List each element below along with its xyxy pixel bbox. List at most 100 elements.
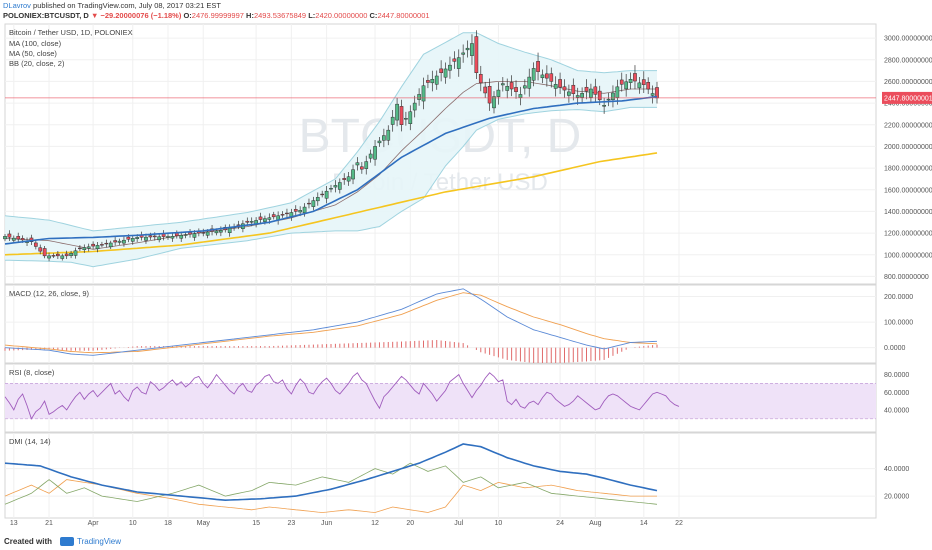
candle-body bbox=[201, 232, 206, 234]
candle-body bbox=[64, 253, 69, 257]
candle-body bbox=[545, 73, 549, 79]
candle-body bbox=[597, 90, 602, 101]
candle-body bbox=[91, 243, 95, 247]
candle bbox=[11, 235, 16, 243]
candle-body bbox=[311, 200, 316, 207]
candle bbox=[448, 56, 452, 79]
candle bbox=[492, 91, 496, 114]
candle-body bbox=[271, 214, 276, 218]
candle bbox=[404, 111, 408, 126]
candle-body bbox=[615, 86, 620, 98]
candle bbox=[470, 34, 474, 65]
candle bbox=[646, 77, 651, 95]
price-tick-label: 1000.00000000 bbox=[884, 252, 932, 259]
x-tick-label: Apr bbox=[88, 520, 100, 527]
candle-body bbox=[315, 197, 320, 202]
ma100-line bbox=[4, 152, 658, 256]
candle bbox=[395, 98, 399, 127]
candle bbox=[624, 73, 629, 97]
author-link[interactable]: DLavrov bbox=[3, 1, 31, 10]
candle bbox=[355, 157, 360, 171]
ohlc-values: O:2476.99999997 H:2493.53675849 L:2420.0… bbox=[183, 11, 430, 20]
pane-frame-3 bbox=[4, 432, 877, 519]
candle-body bbox=[16, 236, 21, 240]
candle-body bbox=[549, 73, 554, 82]
candle-body bbox=[11, 237, 16, 241]
candle bbox=[86, 243, 91, 252]
candle-body bbox=[38, 247, 43, 252]
candle-body bbox=[399, 106, 404, 125]
candle-body bbox=[245, 220, 250, 223]
candle bbox=[593, 78, 598, 103]
candle bbox=[439, 60, 443, 82]
candle-body bbox=[624, 81, 629, 90]
candle-body bbox=[368, 153, 373, 159]
candle bbox=[179, 231, 184, 242]
candle-body bbox=[337, 182, 342, 190]
candle-body bbox=[575, 95, 580, 98]
candle bbox=[293, 205, 298, 216]
candle-body bbox=[82, 247, 87, 251]
candle-body bbox=[333, 185, 338, 188]
candle-body bbox=[280, 214, 285, 216]
candle-body bbox=[117, 240, 122, 243]
candle bbox=[320, 190, 325, 198]
candle-body bbox=[152, 235, 157, 238]
candle bbox=[42, 246, 47, 259]
price-tick-label: 1600.00000000 bbox=[884, 187, 932, 194]
candle bbox=[505, 78, 510, 99]
candle-body bbox=[263, 218, 267, 222]
chart-area[interactable]: 13 21 Apr 10 18 May 15 23 Jun 12 20 Jul 10 24 Aug 14 22 8… bbox=[0, 22, 932, 533]
candle-body bbox=[298, 210, 303, 213]
candle bbox=[421, 77, 426, 110]
candle bbox=[351, 164, 355, 185]
candle bbox=[51, 253, 56, 258]
candle-body bbox=[386, 129, 391, 141]
candle-body bbox=[650, 93, 655, 96]
candle-body bbox=[3, 236, 7, 240]
dmi-tick-label: 40.0000 bbox=[884, 466, 909, 473]
candle-body bbox=[377, 140, 382, 144]
candle bbox=[619, 72, 624, 92]
candle bbox=[337, 178, 342, 194]
candle bbox=[104, 239, 109, 248]
candle-body bbox=[500, 83, 505, 86]
candle-body bbox=[562, 86, 567, 91]
candle-body bbox=[509, 82, 514, 90]
candle-body bbox=[412, 102, 417, 111]
candle-body bbox=[258, 216, 263, 220]
candle-body bbox=[518, 94, 523, 98]
candle bbox=[452, 51, 457, 69]
candle bbox=[487, 78, 492, 111]
candle-body bbox=[602, 105, 606, 107]
rsi-legend-title: RSI (8, close) bbox=[9, 368, 55, 377]
candle-body bbox=[580, 93, 584, 98]
candle-body bbox=[135, 237, 140, 239]
candle bbox=[307, 198, 311, 209]
candle bbox=[553, 76, 558, 97]
candle bbox=[417, 88, 421, 106]
x-tick-label: May bbox=[197, 520, 211, 527]
candle-body bbox=[571, 84, 576, 94]
tradingview-brand[interactable]: TradingView bbox=[60, 533, 121, 550]
candle bbox=[558, 72, 562, 94]
candle-body bbox=[646, 82, 651, 90]
x-tick-label: 21 bbox=[45, 520, 53, 527]
candle-body bbox=[174, 232, 179, 237]
candle-body bbox=[267, 217, 272, 220]
candle-body bbox=[434, 75, 439, 85]
candle-body bbox=[157, 236, 162, 241]
candle-body bbox=[465, 47, 470, 51]
candle bbox=[73, 247, 78, 259]
candle bbox=[60, 253, 65, 261]
candle-body bbox=[395, 103, 399, 121]
candle bbox=[329, 184, 333, 193]
candle-body bbox=[531, 68, 536, 81]
candle bbox=[7, 230, 12, 241]
candle-body bbox=[100, 244, 104, 246]
x-tick-label: 18 bbox=[164, 520, 172, 527]
tradingview-logo-icon bbox=[60, 537, 74, 547]
candle bbox=[56, 250, 60, 260]
candle-body bbox=[408, 111, 413, 124]
candle-body bbox=[478, 74, 483, 84]
